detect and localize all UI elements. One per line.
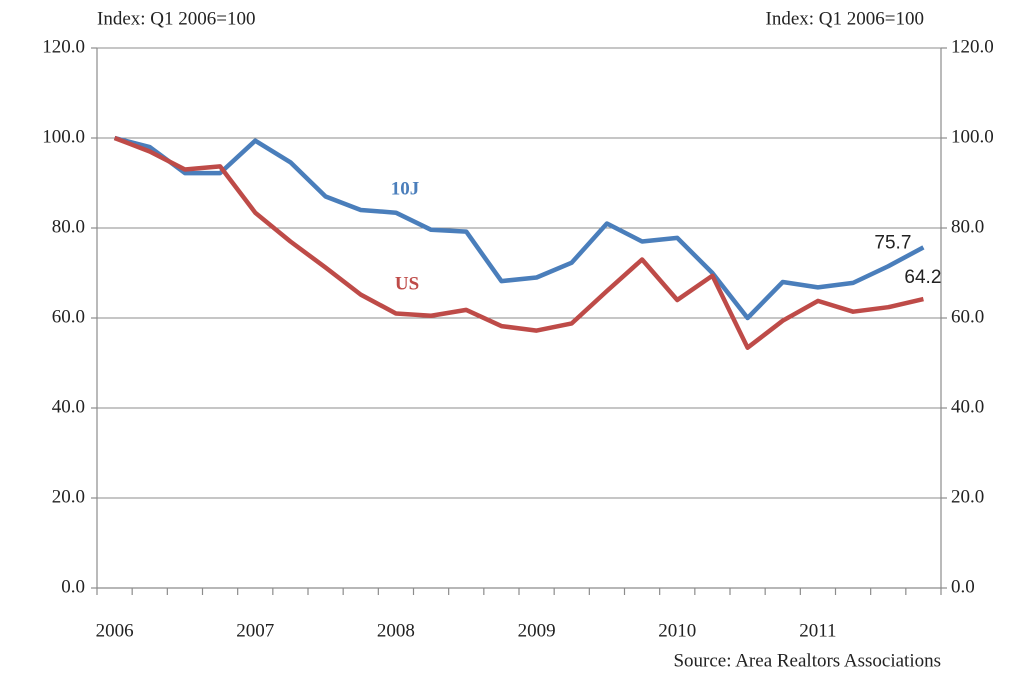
source-note: Source: Area Realtors Associations	[673, 650, 941, 671]
series-label: US	[395, 273, 419, 294]
y2-tick-label: 60.0	[951, 306, 984, 327]
data-label: 64.2	[904, 267, 941, 288]
data-line	[113, 135, 924, 350]
y-axis-label-left: Index: Q1 2006=100	[97, 8, 255, 29]
y-tick-label: 0.0	[61, 576, 85, 597]
y2-tick-label: 20.0	[951, 486, 984, 507]
x-tick-label: 2009	[518, 620, 556, 641]
y-tick-label: 120.0	[42, 36, 85, 57]
data-label: 75.7	[874, 232, 911, 253]
x-tick-label: 2006	[96, 620, 134, 641]
x-tick-label: 2011	[799, 620, 836, 641]
y-tick-label: 60.0	[52, 306, 85, 327]
y2-tick-label: 100.0	[951, 126, 994, 147]
y-tick-label: 100.0	[42, 126, 85, 147]
data-line	[114, 135, 925, 321]
y2-tick-label: 0.0	[951, 576, 975, 597]
y2-tick-label: 120.0	[951, 36, 994, 57]
y-axis-label-right: Index: Q1 2006=100	[766, 8, 924, 29]
y-tick-label: 40.0	[52, 396, 85, 417]
y-tick-label: 80.0	[52, 216, 85, 237]
y2-tick-label: 80.0	[951, 216, 984, 237]
x-tick-label: 2008	[377, 620, 415, 641]
x-tick-label: 2010	[658, 620, 696, 641]
y-tick-label: 20.0	[52, 486, 85, 507]
series-label: 10J	[391, 178, 420, 199]
x-tick-label: 2007	[236, 620, 274, 641]
y2-tick-label: 40.0	[951, 396, 984, 417]
